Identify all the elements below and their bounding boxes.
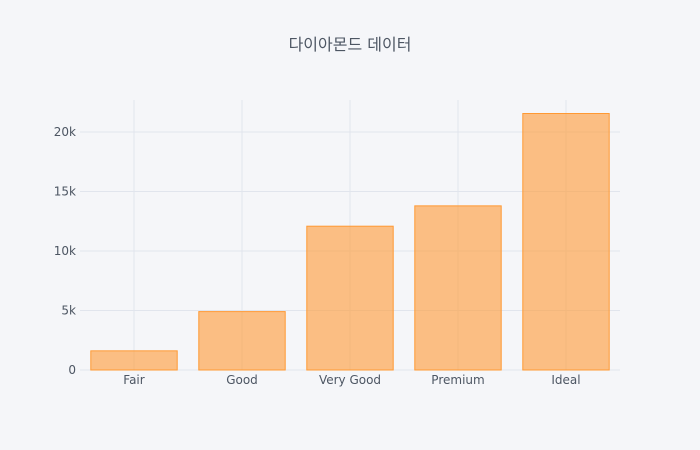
x-axis-ticks: Fair Good Very Good Premium Ideal [123,373,580,387]
x-tick-label: Ideal [551,373,580,387]
x-tick-label: Good [226,373,258,387]
x-tick-label: Very Good [319,373,381,387]
y-tick-label: 10k [54,244,76,258]
bar-ideal[interactable] [522,112,610,371]
y-tick-label: 0 [68,363,76,377]
x-tick-label: Premium [431,373,484,387]
bar-fair[interactable] [90,350,178,371]
y-tick-label: 15k [54,184,76,198]
y-axis-ticks: 0 5k 10k 15k 20k [54,125,76,377]
x-tick-label: Fair [123,373,144,387]
bar-very-good[interactable] [306,225,394,371]
bar-premium[interactable] [414,205,502,371]
y-tick-label: 20k [54,125,76,139]
y-tick-label: 5k [61,303,76,317]
bar-good[interactable] [198,311,286,371]
chart-title: 다이아몬드 데이터 [289,35,412,54]
bars-layer [90,112,610,371]
